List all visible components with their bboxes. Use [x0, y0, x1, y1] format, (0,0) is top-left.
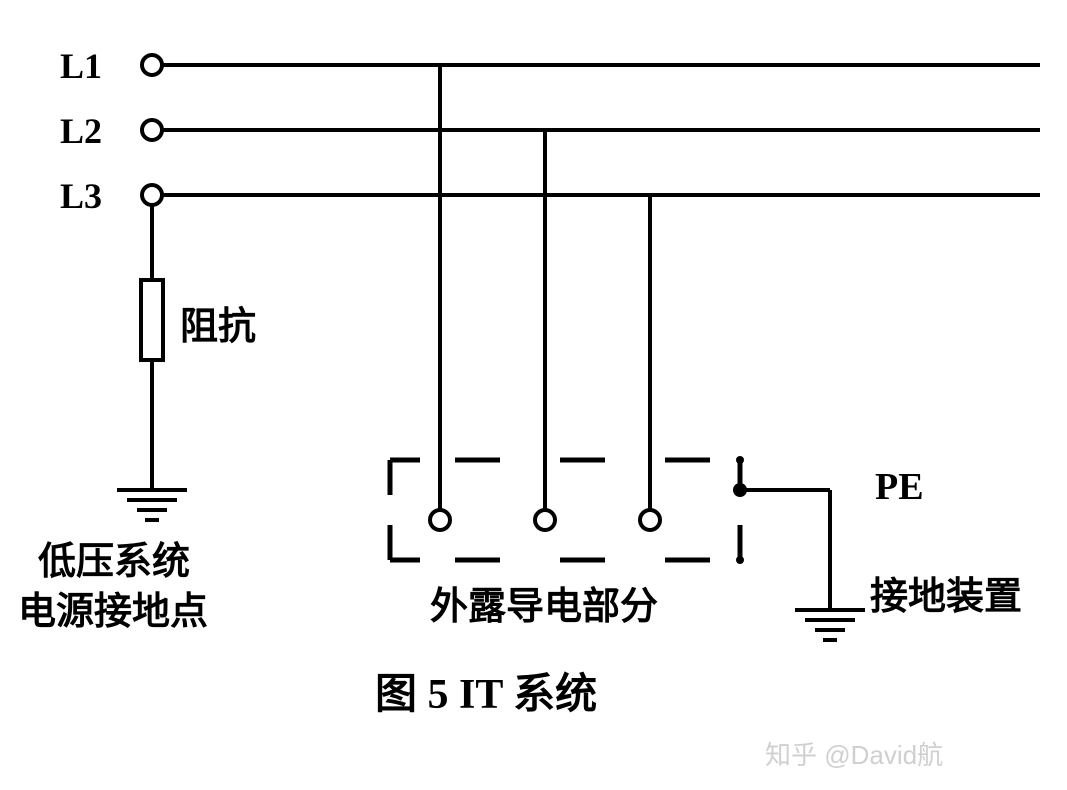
- tap-l1-terminal: [430, 510, 450, 530]
- terminal-l1: [142, 55, 162, 75]
- terminal-l2: [142, 120, 162, 140]
- source-ground-symbol: [117, 490, 187, 520]
- watermark-text: 知乎 @David航: [765, 735, 943, 772]
- label-equipment-box: 外露导电部分: [430, 575, 658, 630]
- label-pe: PE: [875, 465, 924, 509]
- terminal-l3: [142, 185, 162, 205]
- label-ground-device: 接地装置: [870, 565, 1022, 620]
- label-impedance: 阻抗: [180, 295, 256, 350]
- tap-l3-terminal: [640, 510, 660, 530]
- figure-caption: 图 5 IT 系统: [375, 660, 597, 721]
- tap-l2-terminal: [535, 510, 555, 530]
- label-l2: L2: [60, 110, 102, 152]
- impedance-symbol: [141, 280, 163, 360]
- label-source-ground-2: 电源接地点: [18, 580, 208, 635]
- label-l1: L1: [60, 45, 102, 87]
- pe-ground-symbol: [795, 610, 865, 640]
- it-system-diagram: L1 L2 L3 阻抗 低压系统 电源接地点 外露导电部分 PE 接地装置 图 …: [0, 0, 1067, 790]
- label-source-ground-1: 低压系统: [38, 530, 190, 585]
- label-l3: L3: [60, 175, 102, 217]
